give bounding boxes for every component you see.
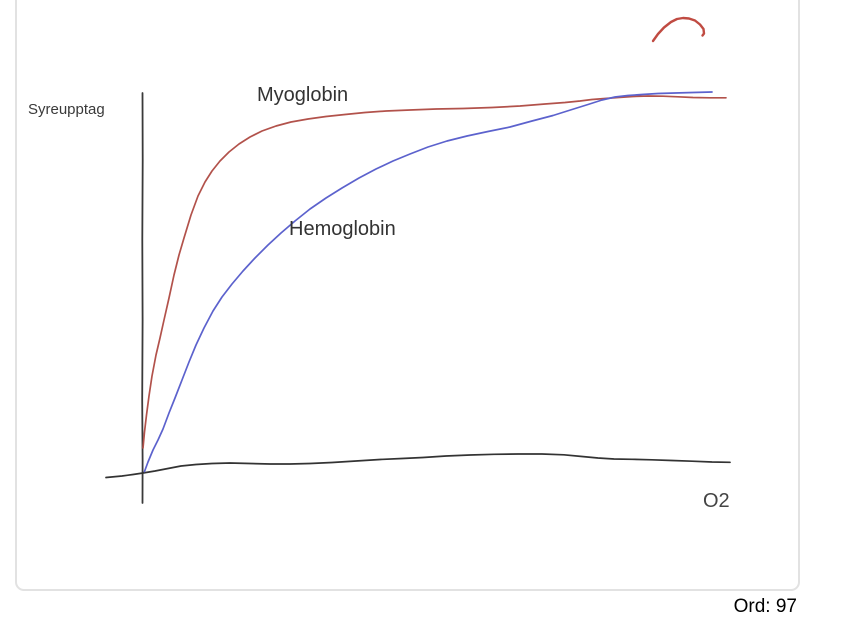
myoglobin-label: Myoglobin [257,84,349,106]
arc-mark [651,16,706,43]
x-axis-label: O2 [703,490,730,512]
word-count-text: Ord: 97 [733,596,797,617]
hemoglobin-curve [143,91,713,473]
x-axis-line [105,453,731,479]
drawing-card [15,0,800,591]
y-axis-label: Syreupptag [28,101,105,118]
y-axis-line [141,92,144,504]
myoglobin-curve [142,95,727,449]
hemoglobin-label: Hemoglobin [289,218,396,240]
